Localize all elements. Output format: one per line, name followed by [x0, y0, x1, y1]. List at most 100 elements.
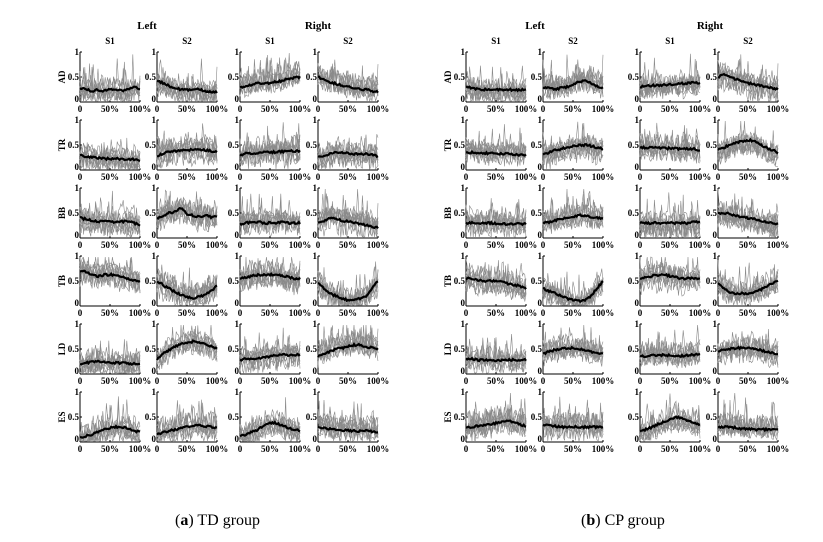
mean-curve [717, 137, 779, 155]
individual-trace [717, 54, 779, 99]
caption-td-text: TD group [194, 512, 260, 529]
individual-trace [79, 211, 141, 235]
x-tick-label: 50% [564, 376, 582, 386]
muscle-label-ld: LD [57, 342, 67, 355]
x-tick-label: 0 [464, 240, 469, 250]
y-tick-label: 1 [235, 183, 240, 193]
y-tick-label: 0 [461, 230, 466, 240]
y-tick-label: 1 [152, 183, 157, 193]
x-tick-label: 100% [689, 308, 712, 318]
y-tick-label: 0 [635, 162, 640, 172]
session-label-s1: S1 [491, 36, 501, 46]
y-tick-label: 1 [635, 387, 640, 397]
x-tick-label: 0 [638, 104, 643, 114]
y-tick-label: 0 [152, 230, 157, 240]
x-tick-label: 50% [339, 376, 357, 386]
y-tick-label: 0 [635, 434, 640, 444]
subplot-es-0: 0 0.5 1 0 50% 100% [68, 387, 152, 454]
individual-trace [79, 257, 141, 285]
mean-curve [717, 72, 779, 91]
y-tick-label: 1 [635, 319, 640, 329]
x-tick-label: 0 [155, 376, 160, 386]
y-tick-label: 1 [75, 387, 80, 397]
mean-curve [639, 80, 701, 89]
y-tick-label: 0.5 [531, 412, 543, 422]
x-tick-label: 50% [101, 308, 119, 318]
individual-trace [639, 76, 701, 100]
x-tick-label: 50% [339, 172, 357, 182]
x-tick-label: 0 [238, 104, 243, 114]
subplot-bb-2: 0 0.5 1 0 50% 100% [228, 183, 312, 250]
y-tick-label: 1 [152, 115, 157, 125]
x-tick-label: 100% [129, 104, 152, 114]
y-tick-label: 0.5 [145, 412, 157, 422]
individual-trace [717, 62, 779, 89]
y-tick-label: 0.5 [145, 72, 157, 82]
mean-curve [542, 423, 604, 430]
x-tick-label: 50% [178, 376, 196, 386]
x-tick-label: 0 [316, 104, 321, 114]
mean-curve [239, 75, 301, 89]
y-tick-label: 1 [75, 47, 80, 57]
mean-curve [542, 143, 604, 156]
subplot-ld-1: 0 0.5 1 0 50% 100% [531, 319, 615, 386]
muscle-label-ad: AD [443, 70, 453, 83]
subplot-ld-3: 0 0.5 1 0 50% 100% [306, 319, 390, 386]
mean-curve [156, 206, 218, 220]
y-tick-label: 0.5 [706, 140, 718, 150]
y-tick-label: 0 [713, 434, 718, 444]
subplot-ld-1: 0 0.5 1 0 50% 100% [145, 319, 229, 386]
individual-trace [465, 78, 527, 102]
y-tick-label: 0.5 [706, 72, 718, 82]
x-tick-label: 100% [367, 308, 390, 318]
x-tick-label: 0 [78, 172, 83, 182]
x-tick-label: 50% [661, 240, 679, 250]
mean-curve [317, 425, 379, 434]
x-tick-label: 50% [178, 240, 196, 250]
x-tick-label: 50% [661, 308, 679, 318]
x-tick-label: 100% [592, 376, 615, 386]
individual-trace [542, 59, 604, 95]
x-tick-label: 50% [261, 172, 279, 182]
y-tick-label: 0.5 [531, 140, 543, 150]
x-tick-label: 0 [638, 444, 643, 454]
muscle-label-bb: BB [57, 207, 67, 219]
subplot-es-3: 0 0.5 1 0 50% 100% [706, 387, 790, 454]
subplot-ld-2: 0 0.5 1 0 50% 100% [628, 319, 712, 386]
x-tick-label: 50% [178, 104, 196, 114]
x-tick-label: 0 [78, 240, 83, 250]
individual-trace [465, 260, 527, 296]
y-tick-label: 0.5 [145, 276, 157, 286]
y-tick-label: 1 [313, 251, 318, 261]
subplot-ad-3: S2 0 0.5 1 0 50% 100% [706, 36, 790, 114]
y-tick-label: 0 [313, 94, 318, 104]
mean-curve [79, 85, 140, 93]
session-label-s2: S2 [182, 36, 192, 46]
y-tick-label: 0 [235, 230, 240, 240]
muscle-label-ld: LD [443, 342, 453, 355]
x-tick-label: 0 [155, 308, 160, 318]
mean-curve [79, 153, 141, 162]
y-tick-label: 1 [635, 115, 640, 125]
subplot-ld-3: 0 0.5 1 0 50% 100% [706, 319, 790, 386]
y-tick-label: 1 [713, 47, 718, 57]
subplot-bb-1: 0 0.5 1 0 50% 100% [531, 183, 615, 250]
y-tick-label: 0.5 [454, 344, 466, 354]
y-tick-label: 1 [313, 387, 318, 397]
side-label-right: Right [305, 20, 332, 32]
y-tick-label: 0 [313, 298, 318, 308]
y-tick-label: 0 [75, 298, 80, 308]
x-tick-label: 0 [716, 376, 721, 386]
caption-cp-text: CP group [601, 512, 665, 529]
y-tick-label: 0 [75, 162, 80, 172]
individual-trace [542, 121, 604, 160]
x-tick-label: 0 [316, 308, 321, 318]
x-tick-label: 0 [541, 240, 546, 250]
y-tick-label: 0.5 [454, 140, 466, 150]
mean-curve [239, 352, 301, 362]
y-tick-label: 1 [152, 47, 157, 57]
x-tick-label: 100% [592, 308, 615, 318]
individual-trace [542, 274, 604, 306]
y-tick-label: 0 [75, 94, 80, 104]
